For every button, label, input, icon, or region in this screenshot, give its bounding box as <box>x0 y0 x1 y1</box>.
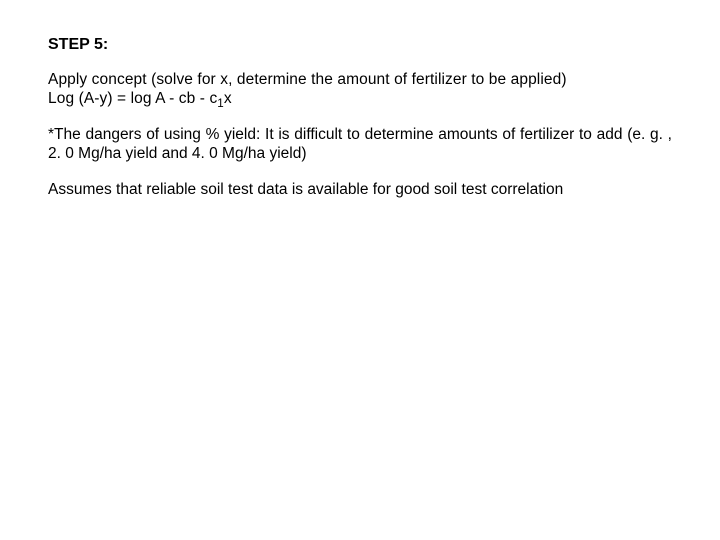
slide-page: STEP 5: Apply concept (solve for x, dete… <box>0 0 720 540</box>
step-heading: STEP 5: <box>48 36 672 54</box>
p1-equation-part-b: x <box>224 90 232 107</box>
p1-equation-part-a: Log (A-y) = log A - cb - c <box>48 90 217 107</box>
paragraph-assumes: Assumes that reliable soil test data is … <box>48 180 672 199</box>
paragraph-dangers: *The dangers of using % yield: It is dif… <box>48 125 672 164</box>
paragraph-apply-concept: Apply concept (solve for x, determine th… <box>48 70 672 109</box>
p1-line1: Apply concept (solve for x, determine th… <box>48 71 567 88</box>
